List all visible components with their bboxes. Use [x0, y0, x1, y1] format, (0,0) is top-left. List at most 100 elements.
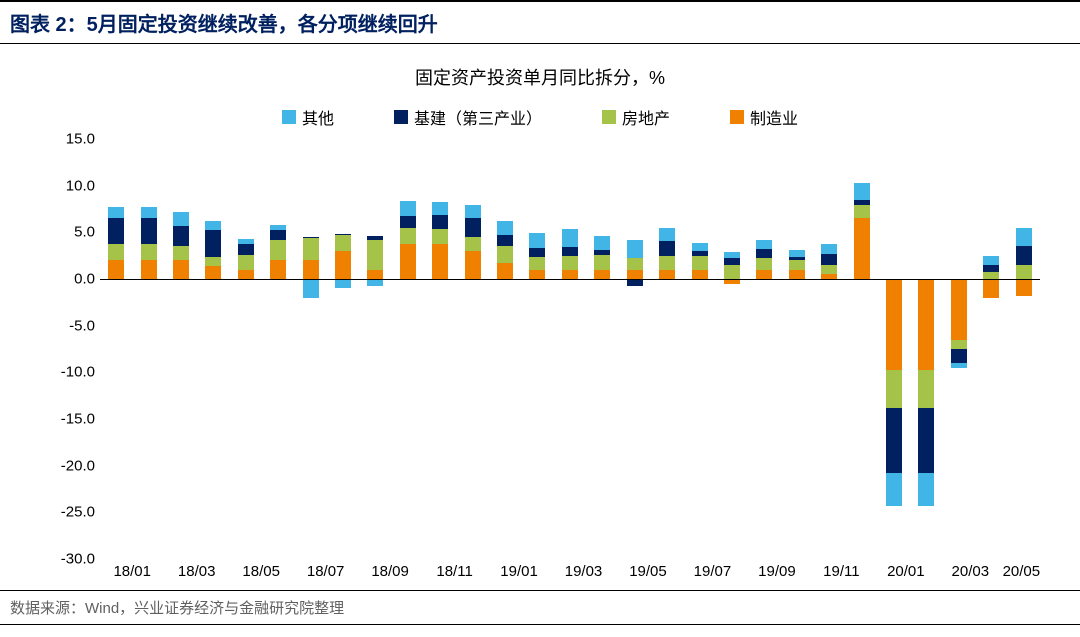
bar-segment-infra [789, 257, 805, 261]
bar-stack [983, 139, 999, 559]
bar-stack [562, 139, 578, 559]
x-tick: 18/11 [422, 563, 486, 580]
chart-header: 图表 2：5月固定投资继续改善，各分项继续回升 [0, 0, 1080, 44]
bar-slot [781, 139, 813, 559]
legend-swatch [282, 110, 296, 124]
legend-item: 房地产 [602, 105, 670, 129]
bar-segment-other [886, 473, 902, 506]
bar-segment-other [594, 236, 610, 250]
bar-segment-manufacturing [238, 270, 254, 279]
legend-swatch [394, 110, 408, 124]
plot [100, 139, 1040, 559]
bar-slot [392, 139, 424, 559]
zero-line [100, 279, 1040, 280]
bar-segment-other [659, 228, 675, 241]
legend: 其他基建（第三产业）房地产制造业 [40, 105, 1040, 129]
bar-segment-infra [724, 258, 740, 265]
x-tick: 18/03 [164, 563, 228, 580]
bar-stack [141, 139, 157, 559]
bar-segment-other [270, 225, 286, 231]
bar-segment-realestate [756, 258, 772, 269]
bar-segment-other [238, 239, 254, 244]
bar-segment-infra [983, 265, 999, 272]
source-label: 数据来源：Wind，兴业证券经济与金融研究院整理 [10, 600, 344, 617]
bar-segment-other [335, 279, 351, 288]
bar-segment-realestate [205, 257, 221, 266]
bar-stack [789, 139, 805, 559]
x-tick: 18/09 [358, 563, 422, 580]
bar-segment-realestate [108, 244, 124, 260]
bar-segment-manufacturing [789, 270, 805, 279]
x-tick: 18/01 [100, 563, 164, 580]
bar-segment-manufacturing [1016, 279, 1032, 296]
bar-segment-realestate [724, 265, 740, 279]
bars-area [100, 139, 1040, 559]
bar-segment-infra [1016, 246, 1032, 265]
chart-header-title: 图表 2：5月固定投资继续改善，各分项继续回升 [10, 14, 438, 36]
bar-segment-realestate [335, 235, 351, 251]
bar-segment-manufacturing [270, 260, 286, 279]
x-tick: 19/11 [809, 563, 873, 580]
x-axis: 18/0118/0318/0518/0718/0918/1119/0119/03… [100, 563, 1040, 580]
legend-item: 基建（第三产业） [394, 105, 542, 129]
bar-segment-infra [659, 241, 675, 256]
bar-segment-other [854, 183, 870, 200]
bar-stack [659, 139, 675, 559]
bar-slot [294, 139, 326, 559]
bar-segment-manufacturing [886, 279, 902, 370]
bar-slot [424, 139, 456, 559]
x-tick: 19/03 [551, 563, 615, 580]
bar-slot [132, 139, 164, 559]
bar-segment-infra [270, 230, 286, 239]
x-tick: 18/07 [293, 563, 357, 580]
x-tick: 19/07 [680, 563, 744, 580]
bar-segment-manufacturing [854, 218, 870, 279]
bar-segment-infra [562, 247, 578, 255]
x-tick: 19/09 [745, 563, 809, 580]
bar-segment-infra [205, 230, 221, 256]
bar-stack [205, 139, 221, 559]
bar-stack [1016, 139, 1032, 559]
bar-segment-realestate [886, 370, 902, 407]
bar-segment-manufacturing [367, 270, 383, 279]
bar-slot [521, 139, 553, 559]
bar-segment-infra [367, 236, 383, 240]
bar-segment-other [465, 205, 481, 218]
bar-segment-realestate [432, 229, 448, 244]
bar-segment-other [692, 243, 708, 251]
bar-segment-manufacturing [951, 279, 967, 340]
bar-segment-manufacturing [465, 251, 481, 279]
bar-segment-infra [918, 408, 934, 473]
bar-segment-other [1016, 228, 1032, 247]
bar-stack [724, 139, 740, 559]
bar-segment-infra [238, 244, 254, 255]
bar-segment-infra [108, 218, 124, 244]
bar-stack [432, 139, 448, 559]
bar-stack [108, 139, 124, 559]
bar-segment-infra [886, 408, 902, 473]
y-tick: 10.0 [40, 177, 95, 194]
bar-segment-manufacturing [756, 270, 772, 279]
bar-slot [651, 139, 683, 559]
bar-segment-manufacturing [918, 279, 934, 370]
bar-slot [845, 139, 877, 559]
legend-swatch [730, 110, 744, 124]
bar-segment-other [141, 207, 157, 218]
bar-stack [692, 139, 708, 559]
bar-segment-realestate [821, 265, 837, 274]
y-tick: -5.0 [40, 317, 95, 334]
bar-segment-infra [627, 279, 643, 286]
bar-segment-other [400, 201, 416, 216]
bar-segment-realestate [367, 240, 383, 270]
bar-slot [943, 139, 975, 559]
legend-label: 其他 [302, 105, 334, 129]
bar-stack [465, 139, 481, 559]
bar-segment-infra [432, 215, 448, 229]
bar-segment-manufacturing [692, 270, 708, 279]
bar-stack [238, 139, 254, 559]
bar-segment-manufacturing [432, 244, 448, 279]
bar-slot [748, 139, 780, 559]
bar-segment-infra [594, 250, 610, 255]
bar-slot [813, 139, 845, 559]
bar-segment-realestate [303, 238, 319, 260]
